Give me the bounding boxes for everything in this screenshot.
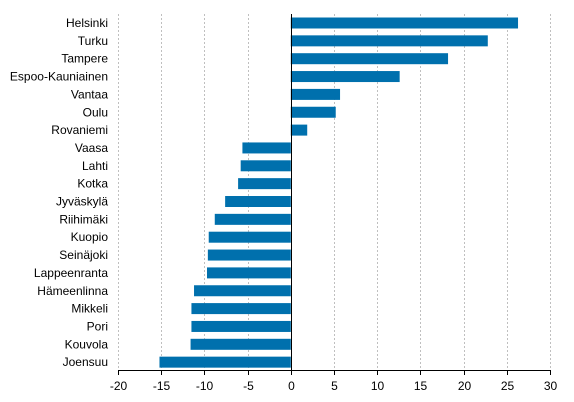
category-label: Mikkeli	[71, 302, 108, 316]
x-tick-labels: -20 -15 -10 -5 0 5 10 15 20 25 30	[110, 379, 558, 393]
category-label: Lappeenranta	[34, 266, 108, 280]
bar-turku	[290, 35, 488, 47]
category-label: Espoo-Kauniainen	[10, 70, 108, 84]
bar-joensuu	[159, 356, 291, 368]
x-tick-label: 10	[371, 379, 385, 393]
category-label: Kouvola	[65, 337, 109, 351]
category-label: Rovaniemi	[51, 123, 108, 137]
x-tick-label: 30	[544, 379, 558, 393]
x-tick-label: 25	[501, 379, 515, 393]
bar-tampere	[290, 53, 449, 65]
category-labels: Helsinki Turku Tampere Espoo-Kauniainen Vant…	[10, 16, 108, 369]
category-label: Lahti	[82, 159, 108, 173]
grid-lines	[118, 14, 551, 370]
category-label: Joensuu	[63, 355, 108, 369]
bar-kouvola	[190, 338, 291, 350]
x-tick-label: 15	[414, 379, 428, 393]
bar-vaasa	[242, 142, 291, 154]
category-label: Kuopio	[71, 230, 109, 244]
bar-kuopio	[208, 231, 291, 243]
x-tick-label: -20	[110, 379, 128, 393]
category-label: Riihimäki	[59, 212, 108, 226]
category-label: Kotka	[77, 177, 108, 191]
category-label: Helsinki	[66, 16, 108, 30]
bar-lappeenranta	[206, 267, 291, 279]
x-tick-label: -15	[153, 379, 171, 393]
bar-hämeenlinna	[194, 285, 291, 297]
bar-jyväskylä	[225, 196, 291, 207]
category-label: Oulu	[83, 105, 108, 119]
category-label: Jyväskylä	[56, 195, 108, 209]
axes	[118, 14, 551, 375]
bar-helsinki	[290, 17, 519, 29]
bar-riihimäki	[214, 213, 291, 225]
bar-lahti	[240, 160, 291, 172]
category-label: Hämeenlinna	[37, 284, 108, 298]
bar-mikkeli	[191, 303, 291, 315]
category-label: Vantaa	[71, 87, 108, 101]
bar-kotka	[238, 178, 291, 190]
category-label: Tampere	[61, 52, 108, 66]
bar-seinäjoki	[207, 249, 291, 261]
bar-espoo-kauniainen	[290, 71, 400, 83]
x-tick-label: -5	[243, 379, 254, 393]
x-tick-label: -10	[196, 379, 214, 393]
category-label: Seinäjoki	[59, 248, 108, 262]
x-tick-label: 20	[458, 379, 472, 393]
category-label: Pori	[87, 319, 108, 333]
bar-vantaa	[290, 88, 341, 100]
bar-rovaniemi	[290, 124, 308, 136]
x-tick-label: 5	[331, 379, 338, 393]
bars	[159, 17, 519, 368]
category-label: Turku	[78, 34, 108, 48]
category-label: Vaasa	[75, 141, 108, 155]
x-tick-label: 0	[288, 379, 295, 393]
bar-pori	[191, 320, 291, 332]
bar-oulu	[290, 106, 336, 118]
